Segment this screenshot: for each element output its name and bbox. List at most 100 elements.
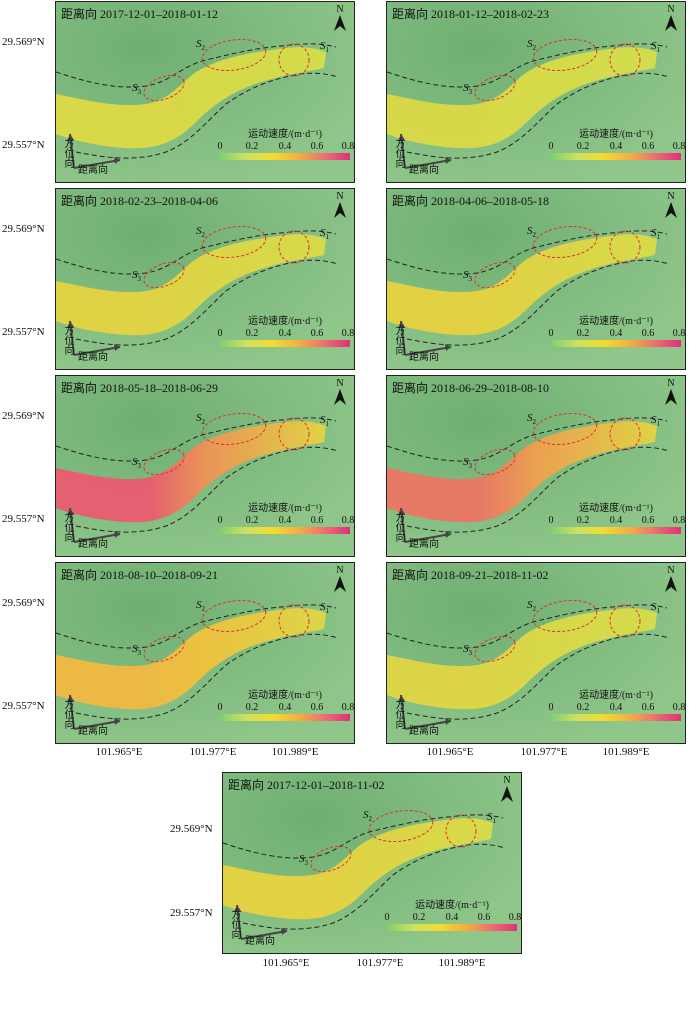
legend-tick: 0.2	[245, 515, 259, 526]
region-s3-outline	[143, 635, 185, 663]
legend-colorbar	[220, 714, 350, 721]
region-s2-outline	[532, 38, 598, 72]
lower-boundary	[75, 72, 339, 159]
upper-boundary	[387, 604, 668, 649]
velocity-legend: 运动速度/(m·d⁻¹) 0 0.2 0.4 0.6 0.8	[548, 499, 685, 534]
legend-tick: 0.8	[341, 702, 355, 713]
region-s2-outline	[532, 225, 598, 259]
lower-boundary	[406, 259, 670, 346]
legend-ticks: 0 0.2 0.4 0.6 0.8	[549, 328, 686, 340]
legend-ticks: 0 0.2 0.4 0.6 0.8	[549, 702, 686, 714]
north-arrow-icon	[334, 576, 346, 592]
map-panel: 距离向 2018-05-18–2018-06-29 N S1 S2 S3 运动速…	[55, 375, 355, 557]
direction-arrows-icon	[67, 694, 121, 730]
region-s3-outline	[143, 448, 185, 476]
north-label: N	[503, 775, 511, 786]
panel-title: 距离向 2017-12-01–2018-11-02	[228, 778, 385, 792]
map-panel: 距离向 2018-06-29–2018-08-10 N S1 S2 S3 运动速…	[386, 375, 686, 557]
north-arrow: N	[332, 5, 348, 31]
region-s1-outline	[609, 230, 641, 264]
velocity-map	[387, 2, 685, 182]
azimuth-direction-label: 方位向	[393, 325, 404, 355]
landslide-body	[56, 608, 326, 710]
velocity-map	[387, 189, 685, 369]
north-label: N	[667, 378, 675, 389]
azimuth-direction-label: 方位向	[62, 699, 73, 729]
legend-tick: 0.8	[508, 912, 522, 923]
north-label: N	[336, 191, 344, 202]
north-label: N	[336, 378, 344, 389]
region-label-s2: S2	[196, 412, 205, 427]
legend-colorbar	[220, 153, 350, 160]
landslide-body	[56, 421, 326, 523]
map-panel: 距离向 2018-01-12–2018-02-23 N S1 S2 S3 运动速…	[386, 1, 686, 183]
region-label-s2: S2	[196, 225, 205, 240]
upper-boundary	[56, 230, 337, 275]
range-direction-label: 距离向	[245, 936, 275, 947]
north-arrow-icon	[665, 389, 677, 405]
legend-title: 运动速度/(m·d⁻¹)	[248, 503, 322, 514]
longitude-label: 101.965°E	[262, 957, 310, 969]
region-label-s3: S3	[132, 82, 141, 97]
north-arrow: N	[663, 379, 679, 405]
velocity-map	[223, 773, 521, 953]
legend-ticks: 0 0.2 0.4 0.6 0.8	[217, 515, 355, 527]
lower-boundary	[406, 633, 670, 720]
azimuth-direction-label: 方位向	[62, 512, 73, 542]
direction-arrows-icon	[398, 320, 452, 356]
panel-title: 距离向 2018-05-18–2018-06-29	[61, 381, 218, 395]
region-label-s1: S1	[320, 601, 329, 616]
legend-tick: 0.6	[310, 702, 324, 713]
region-s1-outline	[278, 417, 310, 451]
legend-tick: 0.2	[576, 702, 590, 713]
range-direction-label: 距离向	[409, 165, 439, 176]
latitude-label: 29.557°N	[2, 139, 45, 151]
legend-tick: 0.2	[245, 702, 259, 713]
upper-boundary	[223, 814, 504, 859]
velocity-legend: 运动速度/(m·d⁻¹) 0 0.2 0.4 0.6 0.8	[218, 686, 355, 721]
legend-colorbar	[220, 527, 350, 534]
region-label-s3: S3	[463, 269, 472, 284]
lower-boundary	[75, 633, 339, 720]
region-label-s1: S1	[651, 414, 660, 429]
legend-tick: 0	[548, 515, 554, 526]
range-direction-label: 距离向	[409, 352, 439, 363]
velocity-legend: 运动速度/(m·d⁻¹) 0 0.2 0.4 0.6 0.8	[385, 896, 522, 931]
region-label-s2: S2	[196, 599, 205, 614]
upper-boundary	[387, 230, 668, 275]
legend-colorbar	[387, 924, 517, 931]
legend-tick: 0.6	[310, 515, 324, 526]
region-s3-outline	[143, 261, 185, 289]
legend-tick: 0.4	[278, 515, 292, 526]
landslide-body	[56, 234, 326, 336]
legend-title: 运动速度/(m·d⁻¹)	[248, 316, 322, 327]
legend-tick: 0.8	[341, 141, 355, 152]
legend-tick: 0.2	[576, 328, 590, 339]
region-s1-outline	[278, 604, 310, 638]
legend-tick: 0.8	[672, 702, 686, 713]
velocity-map	[56, 563, 354, 743]
region-label-s2: S2	[527, 38, 536, 53]
longitude-label: 101.977°E	[189, 746, 237, 758]
legend-tick: 0	[217, 515, 223, 526]
north-arrow: N	[332, 379, 348, 405]
region-s3-outline	[474, 635, 516, 663]
velocity-map	[56, 2, 354, 182]
legend-tick: 0.6	[641, 328, 655, 339]
region-label-s3: S3	[299, 853, 308, 868]
region-s1-outline	[609, 417, 641, 451]
north-arrow: N	[499, 776, 515, 802]
region-s2-outline	[201, 38, 267, 72]
velocity-legend: 运动速度/(m·d⁻¹) 0 0.2 0.4 0.6 0.8	[549, 125, 685, 160]
direction-indicator: 距离向 方位向	[391, 693, 461, 739]
longitude-label: 101.989°E	[602, 746, 650, 758]
north-arrow-icon	[334, 15, 346, 31]
region-s2-outline	[201, 412, 267, 446]
north-label: N	[667, 565, 675, 576]
legend-tick: 0.6	[310, 328, 324, 339]
map-panel: 距离向 2018-04-06–2018-05-18 N S1 S2 S3 运动速…	[386, 188, 686, 370]
longitude-label: 101.989°E	[271, 746, 319, 758]
north-arrow: N	[663, 5, 679, 31]
lower-boundary	[75, 259, 339, 346]
region-s1-outline	[445, 814, 477, 848]
